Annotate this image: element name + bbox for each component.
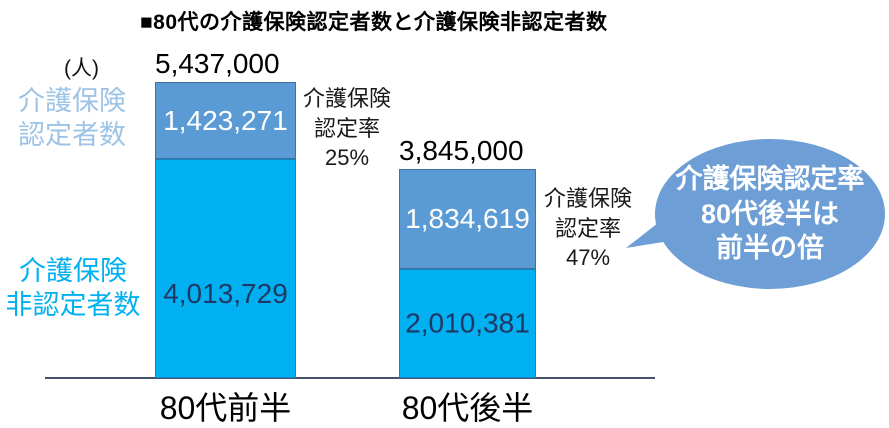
- legend-non-certified-label: 介護保険 非認定者数: [5, 256, 141, 321]
- bar-total-value: 3,845,000: [399, 134, 524, 166]
- callout-bubble: 介護保険認定率 80代後半は 前半の倍: [655, 139, 885, 289]
- callout-text: 介護保険認定率 80代後半は 前半の倍: [675, 164, 865, 264]
- legend-certified-label: 介護保険 認定者数: [18, 86, 126, 151]
- segment-non-certified-value: 2,010,381: [405, 307, 530, 339]
- x-axis-label-80s-early: 80代前半: [159, 390, 292, 426]
- bar-80s-early: 5,437,000 1,423,271 4,013,729: [155, 47, 296, 378]
- segment-non-certified-value: 4,013,729: [163, 278, 288, 309]
- segment-certified: 1,423,271: [155, 82, 296, 159]
- certification-rate-annotation-early: 介護保険 認定率 25%: [302, 86, 391, 171]
- segment-certified: 1,834,619: [399, 169, 536, 269]
- segment-certified-value: 1,423,271: [163, 104, 288, 136]
- x-axis-label-80s-late: 80代後半: [401, 390, 534, 426]
- segment-non-certified: 4,013,729: [155, 159, 296, 378]
- bar-total-value: 5,437,000: [155, 47, 280, 79]
- segment-certified-value: 1,834,619: [405, 203, 530, 235]
- segment-non-certified: 2,010,381: [399, 269, 536, 378]
- bar-80s-late: 3,845,000 1,834,619 2,010,381: [399, 134, 536, 378]
- y-axis-unit-label: (人): [64, 57, 99, 80]
- certification-rate-annotation-late: 介護保険 認定率 47%: [543, 186, 632, 271]
- chart-title: ■80代の介護保険認定者数と介護保険非認定者数: [140, 11, 608, 34]
- x-axis-line: [45, 377, 655, 379]
